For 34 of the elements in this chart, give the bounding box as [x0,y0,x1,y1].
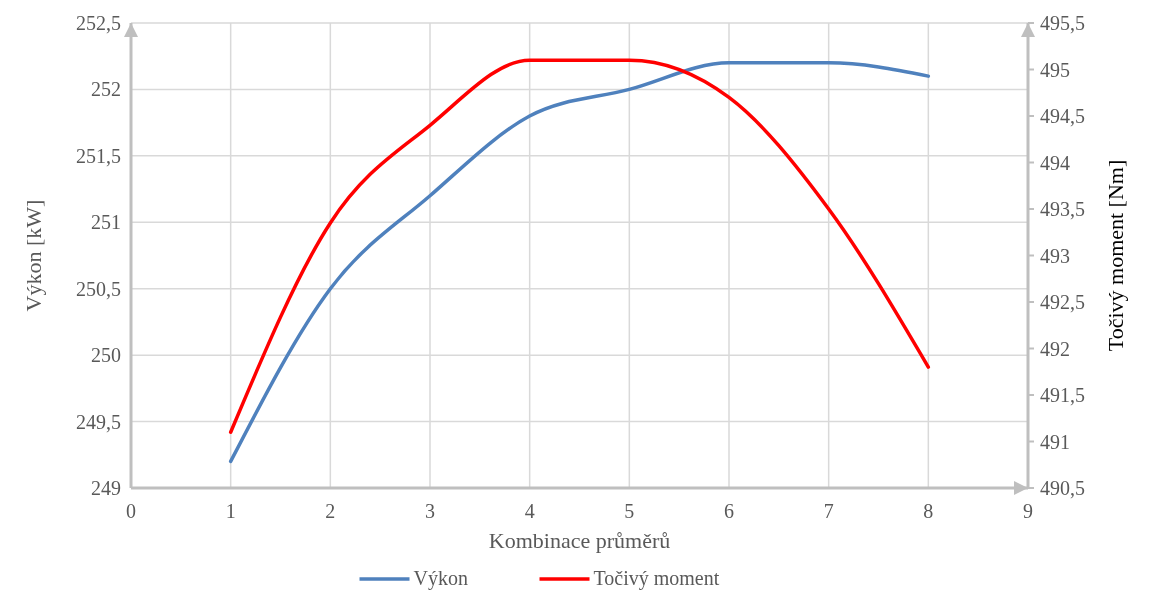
x-axis-title: Kombinace průměrů [488,528,671,553]
x-tick-label: 8 [923,500,934,522]
x-tick-label: 6 [724,500,734,522]
y-tick-label: 252,5 [76,12,121,34]
y-axis-title: Výkon [kW] [21,199,46,312]
x-tick-label: 7 [823,500,834,522]
legend-label: Točivý moment [593,567,720,590]
y2-tick-label: 494,5 [1040,105,1085,127]
y-tick-label: 252 [91,78,121,101]
legend-label: Výkon [413,567,468,590]
y2-tick-label: 493,5 [1040,198,1085,220]
x-tick-label: 9 [1023,500,1033,522]
x-tick-label: 3 [425,500,435,522]
y2-tick-label: 493 [1040,244,1070,267]
y2-axis-title: Točivý moment [Nm] [1103,159,1128,352]
y-tick-label: 251 [91,211,121,234]
x-tick-label: 4 [524,500,535,522]
y2-tick-label: 495 [1040,58,1070,81]
y2-tick-label: 494 [1040,151,1070,174]
y2-tick-label: 490,5 [1040,477,1085,499]
x-tick-label: 2 [325,500,336,522]
y2-tick-label: 491,5 [1040,384,1085,406]
y-tick-label: 249,5 [76,410,121,433]
x-tick-label: 1 [225,500,236,522]
y2-tick-label: 492 [1040,337,1070,360]
y-tick-label: 249 [91,477,121,499]
y-tick-label: 251,5 [76,144,121,167]
y2-tick-label: 492,5 [1040,291,1085,313]
y-tick-label: 250,5 [76,277,121,300]
y2-tick-label: 495,5 [1040,12,1085,34]
y-tick-label: 250 [91,344,121,367]
x-tick-label: 0 [126,500,136,522]
x-tick-label: 5 [624,500,635,522]
y2-tick-label: 491 [1040,430,1070,453]
